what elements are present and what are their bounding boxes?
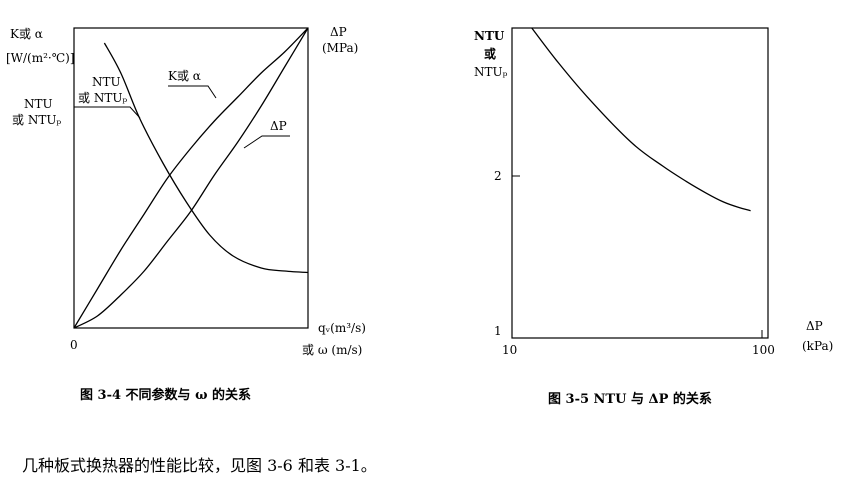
fig35-x-tick-10: 10	[502, 343, 518, 357]
fig34-caption: 图 3-4 不同参数与 ω 的关系	[80, 388, 251, 403]
fig34-left-axis-label-4: 或 NTUₚ	[12, 113, 62, 127]
fig34-curve-dp	[73, 27, 309, 329]
fig34-x-origin-label: 0	[70, 338, 78, 352]
fig35-y-tick-1: 1	[494, 324, 502, 338]
fig34-left-axis-label-1: K或 α	[10, 27, 43, 41]
fig34-left-axis-label-2: [W/(m²·℃)]	[6, 51, 75, 65]
fig35-plot-frame	[511, 27, 769, 339]
fig35-x-axis-label-2: (kPa)	[802, 339, 834, 353]
fig34-curve-label-ntu-2: 或 NTUₚ	[78, 91, 128, 105]
fig34-left-axis-label-3: NTU	[24, 97, 53, 111]
fig34-curve-label-dp: ΔP	[270, 119, 287, 133]
fig34-curve-label-k: K或 α	[168, 69, 201, 83]
fig34-dp-leader	[243, 135, 290, 149]
fig35-y-axis-label-2: 或	[484, 47, 497, 61]
body-paragraph: 几种板式换热器的性能比较，见图 3-6 和表 3-1。	[22, 456, 377, 475]
fig34-right-axis-label-2: (MPa)	[322, 41, 359, 55]
fig35-x-axis-label-1: ΔP	[806, 319, 823, 333]
fig35-caption: 图 3-5 NTU 与 ΔP 的关系	[548, 392, 712, 407]
fig35-curve-ntu	[531, 27, 751, 212]
fig34-ntu-leader	[74, 106, 141, 119]
fig35-x-tick-100: 100	[752, 343, 775, 357]
fig34-curve-label-ntu-1: NTU	[92, 75, 121, 89]
fig34-x-axis-label-1: qᵥ(m³/s)	[318, 321, 366, 335]
fig35-y-axis-label-1: NTU	[474, 29, 505, 43]
fig34-plot-frame	[73, 27, 309, 329]
fig34-x-axis-label-2: 或 ω (m/s)	[302, 343, 363, 357]
fig34-curve-k	[73, 27, 309, 329]
fig34-right-axis-label-1: ΔP	[330, 25, 347, 39]
fig35-y-tick-2: 2	[494, 169, 502, 183]
fig35-y-axis-label-3: NTUₚ	[474, 65, 508, 79]
fig34-curve-ntu	[103, 42, 309, 274]
fig34-k-leader	[168, 85, 217, 99]
